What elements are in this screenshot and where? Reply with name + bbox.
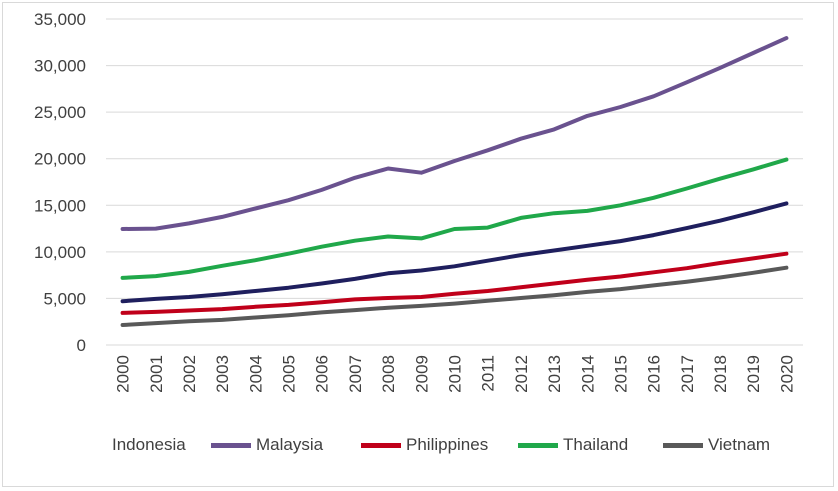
x-tick-label: 2003 [213, 355, 232, 393]
x-tick-label: 2019 [744, 355, 763, 393]
x-tick-label: 2010 [446, 355, 465, 393]
x-tick-label: 2007 [346, 355, 365, 393]
legend-item-indonesia: Indonesia [112, 432, 186, 458]
x-tick-label: 2020 [777, 355, 796, 393]
series-line-indonesia [120, 201, 789, 304]
x-tick-label: 2008 [379, 355, 398, 393]
legend-item-vietnam: Vietnam [663, 432, 770, 458]
x-tick-label: 2009 [412, 355, 431, 393]
legend-swatch [361, 442, 401, 448]
x-tick-label: 2013 [545, 355, 564, 393]
x-tick-label: 2002 [180, 355, 199, 393]
x-tick-label: 2005 [280, 355, 299, 393]
y-axis-tick-labels: 0 5,000 10,000 15,000 20,000 25,000 30,000 35,0… [34, 10, 86, 355]
y-tick-label: 30,000 [34, 57, 86, 76]
x-tick-label: 2018 [711, 355, 730, 393]
legend-swatch [663, 442, 703, 448]
y-tick-label: 25,000 [34, 103, 86, 122]
legend: Indonesia Malaysia Philippines Thailand Viet… [0, 432, 838, 458]
legend-label: Vietnam [708, 435, 771, 454]
y-tick-label: 20,000 [34, 150, 86, 169]
x-tick-label: 2011 [479, 355, 498, 392]
x-tick-label: 2015 [611, 355, 630, 393]
legend-item-thailand: Thailand [518, 432, 628, 458]
x-axis-tick-labels: 2000 2001 2002 2003 2004 2005 2006 2007 2008 2009… [114, 355, 797, 393]
x-tick-label: 2016 [645, 355, 664, 393]
legend-label: Indonesia [112, 435, 186, 454]
series-line-malaysia [120, 36, 789, 231]
legend-item-malaysia: Malaysia [211, 432, 323, 458]
legend-item-philippines: Philippines [361, 432, 488, 458]
legend-swatch [211, 442, 251, 448]
x-tick-label: 2000 [114, 355, 133, 393]
gridlines [106, 18, 803, 346]
legend-label: Malaysia [256, 435, 324, 454]
series-line-philippines [120, 251, 789, 315]
series-line-thailand [120, 157, 789, 280]
x-tick-label: 2001 [147, 355, 166, 393]
x-tick-label: 2006 [313, 355, 332, 393]
x-tick-label: 2014 [578, 355, 597, 393]
y-tick-label: 35,000 [34, 10, 86, 29]
x-tick-label: 2012 [512, 355, 531, 393]
y-tick-label: 5,000 [43, 289, 86, 308]
legend-swatch [518, 442, 558, 448]
x-tick-label: 2017 [678, 355, 697, 393]
legend-label: Philippines [406, 435, 489, 454]
y-tick-label: 0 [77, 336, 86, 355]
series-lines [120, 36, 789, 327]
series-line-vietnam [120, 265, 789, 327]
x-tick-label: 2004 [246, 355, 265, 393]
legend-label: Thailand [563, 435, 629, 454]
y-tick-label: 15,000 [34, 196, 86, 215]
y-tick-label: 10,000 [34, 243, 86, 262]
